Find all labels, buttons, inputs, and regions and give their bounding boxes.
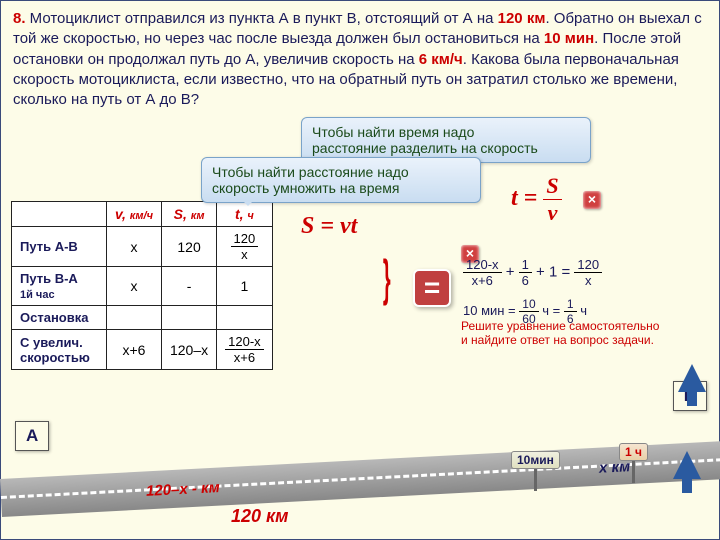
solve-note: Решите уравнение самостоятельно и найдит… — [461, 319, 659, 347]
problem-d3: 6 км/ч — [419, 51, 463, 68]
close-icon[interactable]: × — [583, 191, 601, 209]
problem-d1: 120 км — [498, 10, 546, 27]
formula-time: t = Sv — [511, 173, 562, 226]
brace-icon: } — [383, 249, 391, 307]
table-row: С увелич.скоростью x+6 120–x 120-xx+6 — [12, 330, 273, 370]
problem-d2: 10 мин — [544, 30, 594, 47]
point-b: В — [673, 381, 707, 411]
arrow-b — [673, 437, 701, 479]
problem-t1: Мотоциклист отправился из пункта А в пун… — [26, 10, 498, 27]
arrow-up-icon — [678, 350, 706, 392]
total-distance: 120 км — [231, 506, 288, 527]
formula-distance: S = vt — [301, 213, 357, 240]
point-a: А — [15, 421, 49, 451]
table-row: Путь В-А1й час x - 1 — [12, 267, 273, 306]
problem-number: 8. — [13, 10, 26, 27]
sign-10min: 10мин — [511, 451, 560, 491]
data-table: v, км/ч S, км t, ч Путь А-В x 120 120x П… — [11, 201, 273, 370]
table-row: Путь А-В x 120 120x — [12, 227, 273, 267]
equals-box: = — [413, 269, 451, 307]
main-equation: 120-xx+6 + 16 + 1 = 120x — [463, 257, 602, 288]
road-diagram: 120–x - км x км — [1, 439, 720, 539]
table-row: Остановка — [12, 306, 273, 330]
sign-1hr: 1 ч — [619, 443, 648, 483]
callout-distance: Чтобы найти расстояние надо скорость умн… — [201, 157, 481, 203]
